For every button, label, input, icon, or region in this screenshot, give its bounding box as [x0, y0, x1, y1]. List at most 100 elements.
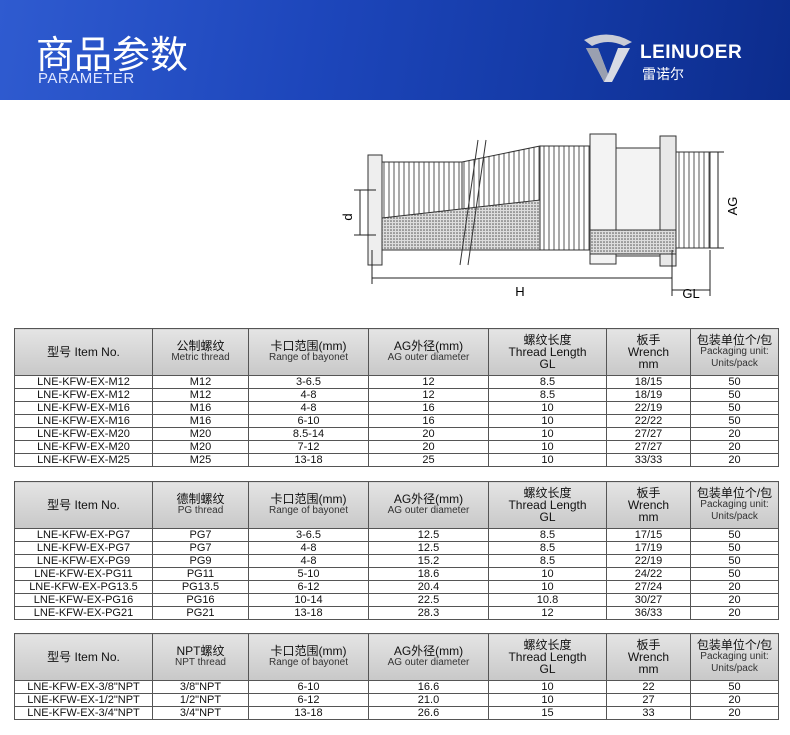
header-text: Thread Length	[508, 650, 587, 664]
header-text: Thread Length	[508, 345, 587, 359]
header-text: mm	[638, 357, 659, 371]
cell-text: 22	[642, 681, 655, 693]
data-cell: 1/2"NPT	[152, 693, 249, 707]
header-text: GL	[539, 510, 556, 524]
cell-text: 21.0	[417, 694, 440, 706]
cell-text: 10	[541, 428, 554, 440]
cell-text: 6-10	[297, 415, 320, 427]
data-cell: 12	[488, 606, 607, 620]
cell-text: LNE-KFW-EX-M20	[37, 428, 130, 440]
cell-text: 10-14	[294, 594, 323, 606]
data-row: LNE-KFW-EX-M16 M16 6-10 16 10 22/22 50	[14, 414, 779, 428]
cell-text: 10	[541, 415, 554, 427]
cell-text: 8.5-14	[292, 428, 325, 440]
data-cell: 21.0	[368, 693, 489, 707]
data-cell: 6-12	[248, 580, 369, 594]
data-cell: 20	[368, 440, 489, 454]
cell-text: M16	[189, 415, 212, 427]
data-row: LNE-KFW-EX-PG16 PG16 10-14 22.5 10.8 30/27 20	[14, 593, 779, 607]
cell-text: 10	[541, 694, 554, 706]
cell-text: 8.5	[539, 555, 556, 567]
data-cell: 4-8	[248, 541, 369, 555]
header-cell: 螺纹长度 Thread Length GL	[488, 481, 607, 529]
cell-text: LNE-KFW-EX-PG13.5	[29, 581, 138, 593]
header-text: Wrench	[627, 650, 670, 664]
cell-text: 25	[422, 454, 435, 466]
cell-text: 6-12	[297, 694, 320, 706]
data-cell: 10	[488, 693, 607, 707]
header-text: mm	[638, 510, 659, 524]
header-text: 卡口范围(mm)	[270, 492, 347, 506]
header-cell: 螺纹长度 Thread Length GL	[488, 328, 607, 376]
cell-text: 1/2"NPT	[179, 694, 222, 706]
cell-text: LNE-KFW-EX-PG7	[36, 542, 131, 554]
data-cell: 12.5	[368, 528, 489, 542]
data-cell: PG7	[152, 528, 249, 542]
data-cell: 8.5	[488, 388, 607, 402]
header-text: 包装单位个/包	[696, 638, 773, 652]
header-text: 螺纹长度	[523, 333, 572, 347]
header-cell: 型号 Item No.	[14, 328, 153, 376]
data-cell: 10.8	[488, 593, 607, 607]
data-cell: 25	[368, 453, 489, 467]
cell-text: 27/27	[634, 428, 663, 440]
cell-text: LNE-KFW-EX-PG21	[33, 607, 134, 619]
cell-text: 20	[728, 594, 741, 606]
logo: LEINUOER	[640, 42, 743, 63]
data-cell: 8.5-14	[248, 427, 369, 441]
data-cell: 4-8	[248, 401, 369, 415]
header-text: 板手	[636, 333, 661, 347]
cell-text: 50	[728, 681, 741, 693]
header-cell: 板手 Wrench mm	[606, 481, 691, 529]
header-cell: 板手 Wrench mm	[606, 633, 691, 681]
dim-ag: AG	[725, 197, 740, 216]
header-cell: 包装单位个/包 Packaging unit: Units/pack	[690, 328, 779, 376]
cell-text: M20	[189, 441, 212, 453]
cell-text: 50	[728, 555, 741, 567]
cell-text: M12	[189, 376, 212, 388]
header-text: Units/pack	[711, 511, 758, 522]
header-text: mm	[638, 662, 659, 676]
cell-text: 10	[541, 568, 554, 580]
banner: 商品参数 PARAMETER LEINUOER 雷诺尔	[0, 0, 790, 100]
data-cell: M12	[152, 388, 249, 402]
data-cell: LNE-KFW-EX-3/4"NPT	[14, 706, 153, 720]
cell-text: 16.6	[417, 681, 440, 693]
data-cell: 50	[690, 414, 779, 428]
header-text: Thread Length	[508, 498, 587, 512]
cell-text: LNE-KFW-EX-PG11	[34, 568, 133, 580]
data-row: LNE-KFW-EX-PG9 PG9 4-8 15.2 8.5 22/19 50	[14, 554, 779, 568]
cell-text: 5-10	[297, 568, 320, 580]
data-cell: 5-10	[248, 567, 369, 581]
data-cell: LNE-KFW-EX-M16	[14, 401, 153, 415]
header-row: 型号 Item No. 德制螺纹 PG thread 卡口范围(mm) Range of…	[14, 481, 779, 529]
header-text: 德制螺纹	[176, 492, 225, 506]
data-cell: 12.5	[368, 541, 489, 555]
cell-text: 13-18	[294, 707, 323, 719]
logo-icon	[584, 34, 632, 82]
cell-text: 12	[422, 389, 435, 401]
data-row: LNE-KFW-EX-1/2"NPT 1/2"NPT 6-12 21.0 10 27 20	[14, 693, 779, 707]
cell-text: 3-6.5	[295, 376, 322, 388]
dim-gl: GL	[682, 286, 699, 301]
cell-text: LNE-KFW-EX-PG16	[33, 594, 134, 606]
data-cell: 27	[606, 693, 691, 707]
data-cell: 13-18	[248, 706, 369, 720]
header-cell: 型号 Item No.	[14, 633, 153, 681]
cell-text: 50	[728, 542, 741, 554]
header-cell: 包装单位个/包 Packaging unit: Units/pack	[690, 481, 779, 529]
cell-text: 18.6	[417, 568, 440, 580]
data-cell: LNE-KFW-EX-M16	[14, 414, 153, 428]
data-cell: 17/19	[606, 541, 691, 555]
header-text: 螺纹长度	[523, 486, 572, 500]
cell-text: 3/8"NPT	[179, 681, 222, 693]
cell-text: 8.5	[539, 542, 556, 554]
cell-text: 50	[728, 529, 741, 541]
cell-text: M16	[189, 402, 212, 414]
data-cell: 20	[690, 427, 779, 441]
data-cell: 50	[690, 680, 779, 694]
header-cell: 螺纹长度 Thread Length GL	[488, 633, 607, 681]
data-cell: 50	[690, 401, 779, 415]
cell-text: 12	[541, 607, 554, 619]
